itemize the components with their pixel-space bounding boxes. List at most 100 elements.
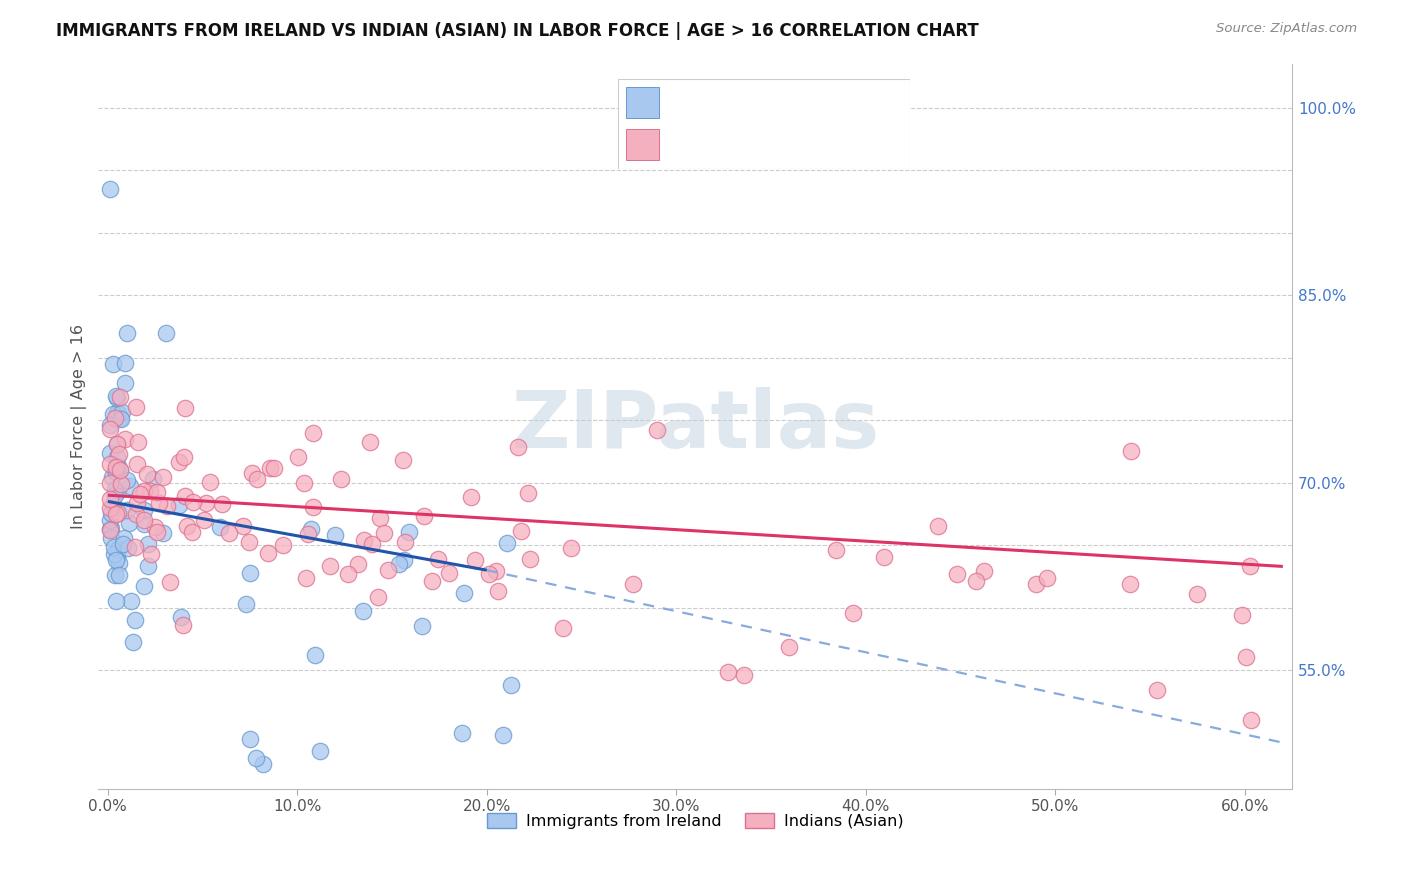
Point (121, 635, 143, 649)
Point (110, 477, 132, 491)
Legend: Immigrants from Ireland, Indians (Asian): Immigrants from Ireland, Indians (Asian) (481, 807, 910, 835)
Point (138, 537, 160, 551)
Point (98, 446, 121, 460)
Point (496, 536, 519, 550)
Point (292, 475, 315, 490)
Point (174, 401, 197, 416)
Point (259, 461, 281, 475)
Point (104, 464, 127, 478)
Point (105, 389, 128, 403)
Point (108, 556, 131, 570)
Point (156, 500, 179, 514)
Point (155, 326, 177, 340)
Point (398, 525, 420, 540)
Point (142, 472, 165, 486)
Point (1239, 713, 1261, 727)
Point (209, 519, 232, 533)
Point (302, 425, 325, 440)
Point (551, 621, 574, 635)
Point (519, 552, 541, 566)
Point (105, 450, 128, 464)
Point (143, 520, 166, 534)
Point (105, 436, 128, 450)
Point (120, 593, 142, 607)
Point (152, 470, 174, 484)
Point (391, 453, 413, 467)
Point (359, 435, 381, 450)
Point (240, 466, 263, 480)
Point (124, 541, 146, 555)
Point (146, 484, 169, 499)
Point (1146, 682, 1168, 697)
Point (146, 524, 169, 539)
Point (778, 640, 800, 654)
Point (172, 618, 194, 632)
Point (508, 440, 530, 454)
Point (134, 484, 156, 499)
Point (411, 619, 433, 633)
Point (125, 400, 148, 414)
Point (273, 538, 295, 552)
Point (100, 506, 122, 520)
Point (105, 549, 128, 564)
Point (873, 549, 896, 564)
Point (159, 575, 181, 590)
Point (167, 455, 190, 469)
Point (127, 496, 149, 510)
Point (304, 648, 326, 663)
Point (98, 182, 121, 196)
Point (560, 541, 582, 556)
Point (946, 566, 969, 581)
Point (235, 597, 257, 611)
Point (135, 467, 157, 481)
Point (1236, 650, 1258, 665)
Point (98, 418, 121, 433)
Point (973, 564, 995, 578)
Point (101, 407, 124, 421)
Point (252, 756, 274, 771)
Point (318, 558, 340, 573)
Point (239, 566, 262, 580)
Point (394, 535, 416, 549)
Point (98, 523, 121, 537)
Point (132, 503, 155, 517)
Point (1036, 571, 1059, 585)
Point (98, 422, 121, 436)
Point (387, 557, 409, 571)
Point (1119, 444, 1142, 458)
Point (353, 533, 375, 547)
Point (232, 519, 254, 533)
Y-axis label: In Labor Force | Age > 16: In Labor Force | Age > 16 (72, 324, 87, 529)
Point (105, 460, 128, 475)
Point (118, 516, 141, 530)
Point (464, 553, 486, 567)
Point (129, 487, 152, 501)
Point (453, 586, 475, 600)
Point (114, 432, 136, 446)
Point (1187, 587, 1209, 601)
Point (134, 513, 156, 527)
Point (117, 326, 139, 340)
Point (112, 531, 135, 545)
Point (104, 411, 127, 425)
Point (104, 465, 127, 479)
Text: Source: ZipAtlas.com: Source: ZipAtlas.com (1216, 22, 1357, 36)
Point (152, 525, 174, 540)
Point (239, 731, 262, 746)
Point (114, 376, 136, 390)
Point (717, 665, 740, 679)
Point (125, 457, 148, 471)
Point (1239, 558, 1261, 573)
Point (104, 568, 127, 582)
Point (427, 552, 450, 566)
Point (460, 490, 482, 504)
Point (98, 457, 121, 471)
Point (302, 500, 325, 515)
Point (437, 566, 460, 580)
Point (104, 488, 127, 502)
Point (733, 667, 755, 681)
Point (139, 483, 162, 498)
Point (367, 590, 389, 604)
Point (125, 508, 148, 522)
Point (107, 483, 129, 498)
